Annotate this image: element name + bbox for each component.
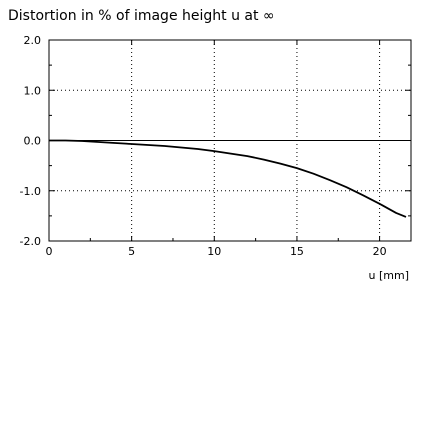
x-tick-label: 0: [46, 245, 53, 258]
y-tick-label: 0.0: [24, 135, 42, 148]
series-layer: [49, 139, 407, 218]
x-tick-label: 10: [207, 245, 221, 258]
chart-title: Distortion in % of image height u at ∞: [8, 8, 275, 24]
distortion-chart: 0 5 10 15 20 2.0 1.0 0.0 -1.0 -2.0 u [mm]: [20, 34, 412, 282]
y-tick-label: -2.0: [20, 235, 41, 248]
y-tick-label: -1.0: [20, 185, 41, 198]
series-line-0: [49, 139, 407, 218]
x-tick-label: 5: [128, 245, 135, 258]
y-tick-label: 1.0: [24, 84, 42, 97]
x-tick-label: 15: [290, 245, 304, 258]
x-axis-label: u [mm]: [369, 269, 409, 282]
y-tick-label: 2.0: [24, 34, 42, 47]
grid-lines: [49, 40, 411, 241]
y-tick-labels: 2.0 1.0 0.0 -1.0 -2.0: [20, 34, 41, 248]
x-tick-label: 20: [373, 245, 387, 258]
x-tick-labels: 0 5 10 15 20: [46, 245, 387, 258]
